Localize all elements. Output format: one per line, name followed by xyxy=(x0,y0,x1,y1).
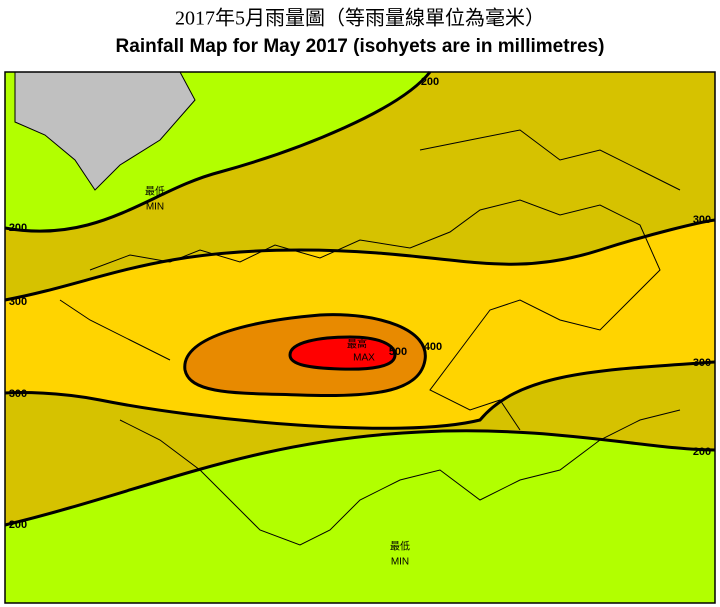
isohyet-300 xyxy=(4,218,716,302)
map-frame xyxy=(4,71,716,604)
isohyet-label: 300 xyxy=(9,388,27,400)
title-zh: 2017年5月雨量圖（等雨量線單位為毫米） xyxy=(175,7,545,30)
isohyet-label: 200 xyxy=(9,222,27,234)
isohyet-label: 500 xyxy=(389,346,407,358)
max-label-zh: 最高 xyxy=(347,338,367,351)
title-en: Rainfall Map for May 2017 (isohyets are … xyxy=(116,36,605,57)
isohyet-200 xyxy=(4,429,716,527)
min-label-en: MIN xyxy=(146,202,164,213)
isohyet-300 xyxy=(4,360,716,430)
coastline xyxy=(59,129,681,546)
isohyet-label: 300 xyxy=(9,296,27,308)
isohyet-label: 400 xyxy=(424,341,442,353)
isohyet-200 xyxy=(4,71,432,233)
isohyet-label: 200 xyxy=(693,446,711,458)
isohyet-label: 200 xyxy=(421,76,439,88)
map: 200 200 200 200 300 300 300 300 400 500 … xyxy=(4,71,716,604)
isohyet-label: 300 xyxy=(693,357,711,369)
zone-below-200 xyxy=(5,430,715,603)
max-label-en: MAX xyxy=(353,353,375,364)
isohyet-label: 300 xyxy=(693,214,711,226)
land-outside xyxy=(14,71,196,191)
min-label-en: MIN xyxy=(391,557,409,568)
min-label-zh: 最低 xyxy=(145,185,165,198)
min-label-zh: 最低 xyxy=(390,540,410,553)
isohyet-label: 200 xyxy=(9,519,27,531)
zone-above-500 xyxy=(288,335,397,371)
